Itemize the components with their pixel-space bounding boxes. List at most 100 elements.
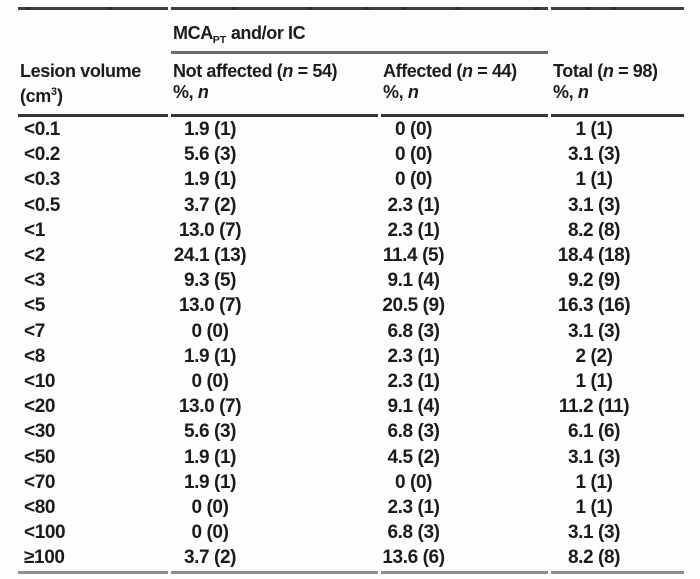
not-affected-cell: 1.9 (1): [183, 345, 237, 367]
lesion-header-line2: (cm3): [20, 86, 63, 106]
total-cell: 11.2 (11): [558, 396, 630, 418]
table-row: <0.3 1.9 (1) 0 (0) 1 (1): [18, 167, 684, 192]
lesion-volume-cell: <0.1: [24, 119, 60, 140]
affected-cell: 20.5 (9): [382, 295, 445, 317]
not-affected-cell: 3.7 (2): [171, 545, 378, 574]
affected-count: = 44): [472, 61, 517, 81]
group-header-row: MCAPT and/or IC: [18, 7, 685, 54]
cm-text: (cm: [20, 86, 51, 106]
affected-cell: 9.1 (4): [387, 270, 440, 292]
not-affected-cell: 1.9 (1): [183, 169, 237, 191]
not-affected-cell: 1.9 (1): [183, 446, 237, 468]
lesion-volume-cell: <2: [24, 245, 45, 267]
cropped-text-fragment: [307, 7, 312, 10]
table-row: <3 9.3 (5) 9.1 (4) 9.2 (9): [18, 268, 684, 293]
cropped-text-fragment: [586, 7, 591, 10]
lesion-volume-cell: <100: [24, 522, 66, 544]
affected-label: Affected (: [383, 61, 463, 81]
lesion-volume-cell: <0.3: [24, 169, 60, 191]
table-row: <30 5.6 (3) 6.8 (3) 6.1 (6): [18, 419, 684, 444]
total-cell: 2 (2): [575, 345, 613, 367]
col-header-lesion-volume: Lesion volume (cm3): [18, 54, 168, 117]
mca-subscript: PT: [212, 34, 227, 46]
not-affected-cell: 9.3 (5): [183, 270, 237, 292]
affected-cell: 2.3 (1): [387, 345, 440, 367]
total-cell: 1 (1): [575, 119, 613, 140]
not-affected-cell: 0 (0): [191, 522, 229, 544]
table-row: <1 13.0 (7) 2.3 (1) 8.2 (8): [18, 218, 684, 243]
not-affected-cell: 1.9 (1): [183, 471, 237, 493]
not-affected-label: Not affected (: [173, 61, 283, 81]
total-count: = 98): [613, 61, 658, 81]
table-row: <80 0 (0) 2.3 (1) 1 (1): [18, 495, 684, 520]
column-header-row: Lesion volume (cm3) Not affected (n = 54)…: [18, 54, 685, 117]
total-cell: 8.2 (8): [567, 219, 621, 241]
total-cell: 16.3 (16): [557, 295, 631, 317]
table-row: <70 1.9 (1) 0 (0) 1 (1): [18, 470, 684, 495]
not-affected-cell: 13.0 (7): [178, 295, 242, 317]
total-cell: 18.4 (18): [557, 245, 631, 267]
affected-cell: 6.8 (3): [387, 522, 440, 544]
not-affected-cell: 24.1 (13): [173, 245, 247, 267]
n-variable: n: [282, 61, 294, 81]
lesion-volume-cell: <80: [24, 497, 56, 519]
table-row: <10 0 (0) 2.3 (1) 1 (1): [18, 369, 684, 394]
table-row: <7 0 (0) 6.8 (3) 3.1 (3): [18, 319, 684, 344]
not-affected-count: = 54): [293, 61, 338, 81]
lesion-volume-cell: <3: [24, 270, 45, 292]
not-affected-cell: 5.6 (3): [183, 421, 237, 443]
not-affected-cell: 13.0 (7): [178, 219, 242, 241]
affected-cell: 13.6 (6): [381, 545, 549, 574]
lesion-volume-cell: <70: [24, 471, 56, 493]
cropped-text-fragment: [25, 7, 30, 10]
not-affected-cell: 0 (0): [191, 371, 229, 393]
cm-close-paren: ): [56, 86, 63, 106]
table-row: <8 1.9 (1) 2.3 (1) 2 (2): [18, 344, 684, 369]
total-cell: 3.1 (3): [567, 446, 621, 468]
total-label: Total (: [553, 61, 603, 81]
lesion-volume-cell: ≥100: [18, 545, 168, 574]
top-rule-notch: [50, 14, 53, 18]
table-row: <0.2 5.6 (3) 0 (0) 3.1 (3): [18, 142, 684, 167]
lesion-volume-cell: <1: [24, 219, 45, 241]
total-cell: 1 (1): [575, 471, 613, 493]
total-cell: 1 (1): [575, 169, 613, 191]
total-cell: 8.2 (8): [551, 545, 685, 574]
affected-cell: 4.5 (2): [387, 446, 440, 468]
total-cell: 1 (1): [575, 497, 613, 519]
total-cell: 3.1 (3): [567, 194, 621, 216]
group-header-mca: MCAPT and/or IC: [171, 7, 549, 54]
not-affected-cell: 0 (0): [191, 497, 229, 519]
affected-cell: 2.3 (1): [387, 219, 440, 241]
n-variable: n: [407, 82, 419, 102]
table-row: <2 24.1 (13) 11.4 (5) 18.4 (18): [18, 243, 684, 268]
total-cell: 1 (1): [575, 371, 613, 393]
lesion-volume-table: MCAPT and/or IC Lesion volume (cm3) Not a…: [15, 7, 687, 574]
table-row: <5 13.0 (7) 20.5 (9) 16.3 (16): [18, 293, 684, 318]
affected-cell: 2.3 (1): [387, 371, 440, 393]
col-header-not-affected: Not affected (n = 54)%, n: [171, 54, 378, 117]
table-row: <0.1 1.9 (1) 0 (0) 1 (1): [18, 117, 684, 142]
n-variable: n: [602, 61, 614, 81]
cropped-text-fragment: [232, 7, 237, 10]
table-row: ≥100 3.7 (2) 13.6 (6) 8.2 (8): [18, 545, 685, 574]
affected-cell: 6.8 (3): [387, 421, 440, 443]
lesion-volume-cell: <20: [24, 396, 56, 418]
not-affected-cell: 1.9 (1): [183, 119, 237, 140]
group-header-spacer: [551, 7, 685, 54]
percent-n-label: %,: [173, 82, 198, 102]
lesion-volume-cell: <5: [24, 295, 45, 317]
affected-cell: 0 (0): [394, 471, 433, 493]
lesion-volume-cell: <10: [24, 371, 56, 393]
cropped-text-fragment: [107, 7, 112, 10]
cropped-text-fragment: [364, 7, 369, 10]
not-affected-cell: 13.0 (7): [178, 396, 242, 418]
table-row: <50 1.9 (1) 4.5 (2) 3.1 (3): [18, 445, 684, 470]
total-cell: 3.1 (3): [567, 144, 621, 166]
scanned-table-page: MCAPT and/or IC Lesion volume (cm3) Not a…: [0, 7, 700, 579]
col-header-affected: Affected (n = 44)%, n: [381, 54, 549, 117]
lesion-volume-cell: <30: [24, 421, 56, 443]
lesion-volume-cell: <8: [24, 345, 45, 367]
percent-n-label: %,: [383, 82, 408, 102]
group-header-spacer: [18, 7, 168, 54]
